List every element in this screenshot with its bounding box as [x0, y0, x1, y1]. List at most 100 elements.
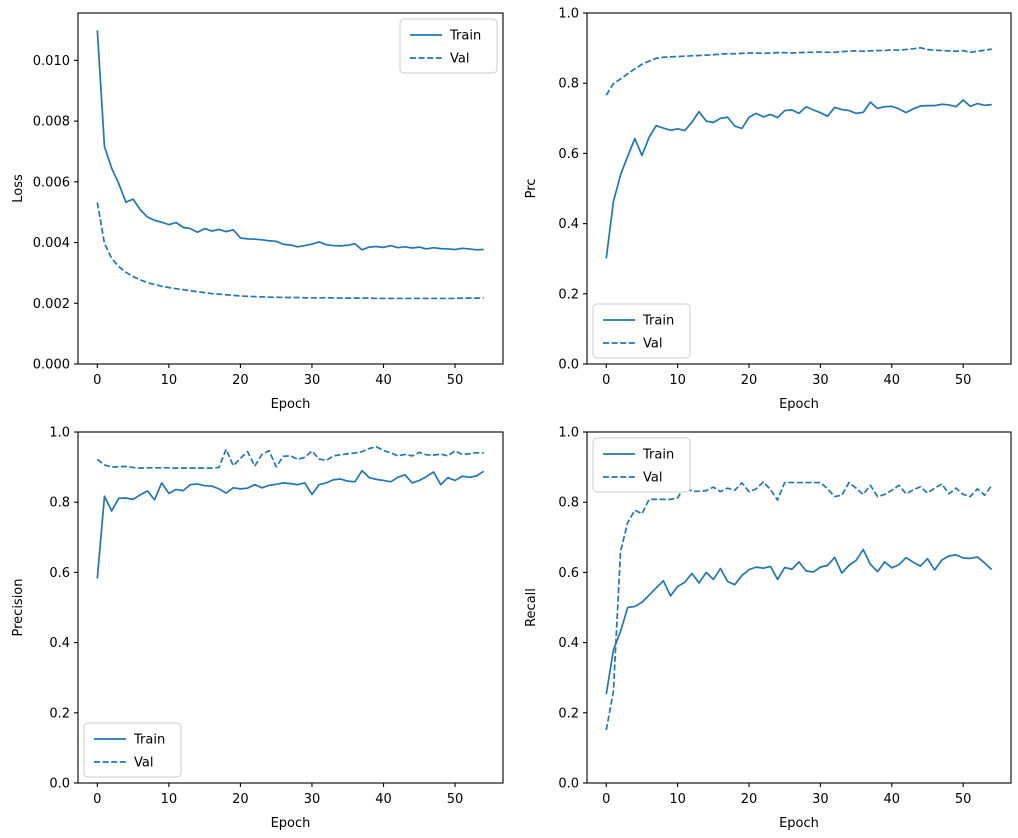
legend-item-train[interactable]: Train [410, 29, 481, 44]
axes-frame [586, 12, 1012, 365]
x-tick-label: 50 [447, 373, 464, 388]
legend-label: Val [643, 337, 662, 352]
x-tick-label: 30 [812, 373, 829, 388]
precision-chart-canvas: 0 10 20 30 40 50 0.0 0.2 0.4 0.6 0.8 1.0 Epoch Precis… [11, 426, 504, 831]
legend-item-train[interactable]: Train [603, 314, 674, 329]
x-tick-label: 10 [669, 792, 686, 807]
y-tick-label: 0.8 [49, 496, 70, 511]
y-tick-label: 0.8 [558, 496, 579, 511]
axes-frame [586, 431, 1012, 784]
y-axis-label: Recall [524, 588, 539, 627]
legend-item-val[interactable]: Val [410, 52, 469, 67]
series-line-val [96, 202, 484, 300]
y-tick-label: 0.4 [558, 636, 579, 651]
legend[interactable]: Train Val [592, 437, 691, 493]
x-tick-label: 0 [93, 373, 101, 388]
x-tick-label: 10 [161, 373, 178, 388]
prc-chart-canvas: 0 10 20 30 40 50 0.0 0.2 0.4 0.6 0.8 1.0 Epoch Prc Tra… [524, 7, 1012, 412]
series-line-train [96, 469, 485, 579]
y-tick-label: 0.0 [49, 777, 70, 792]
y-tick-label: 1.0 [558, 426, 579, 441]
y-tick-label: 0.010 [33, 54, 70, 69]
x-tick-label: 10 [669, 373, 686, 388]
x-tick-label: 20 [741, 373, 758, 388]
x-axis-label: Epoch [271, 816, 311, 831]
series-line-val [605, 480, 993, 731]
y-tick-label: 0.4 [49, 636, 70, 651]
legend-box [399, 18, 498, 74]
x-tick-label: 30 [304, 373, 321, 388]
y-tick-label: 1.0 [558, 7, 579, 22]
subplot-prc: 0 10 20 30 40 50 0.0 0.2 0.4 0.6 0.8 1.0 Epoch Prc Tra… [509, 0, 1018, 419]
legend-item-train[interactable]: Train [603, 448, 674, 463]
y-tick-label: 0.4 [558, 217, 579, 232]
x-tick-label: 40 [884, 373, 901, 388]
x-tick-label: 20 [741, 792, 758, 807]
legend-label: Train [133, 733, 165, 748]
legend-item-val[interactable]: Val [603, 471, 662, 486]
y-tick-label: 0.8 [558, 77, 579, 92]
series-line-val [96, 445, 484, 470]
y-tick-label: 0.006 [33, 175, 70, 190]
y-tick-label: 0.2 [558, 287, 579, 302]
x-tick-label: 0 [93, 792, 101, 807]
legend[interactable]: Train Val [592, 303, 691, 359]
legend-label: Val [450, 52, 469, 67]
x-tick-label: 50 [447, 792, 464, 807]
y-tick-label: 0.008 [33, 115, 70, 130]
subplot-precision: 0 10 20 30 40 50 0.0 0.2 0.4 0.6 0.8 1.0 Epoch Precis… [0, 419, 509, 838]
y-axis-label: Prc [524, 179, 539, 199]
x-tick-label: 20 [232, 373, 249, 388]
x-tick-label: 50 [955, 373, 972, 388]
legend-box [592, 303, 691, 359]
y-tick-label: 0.2 [558, 706, 579, 721]
subplot-loss: 0 10 20 30 40 50 0.000 0.002 0.004 0.006 0.008 0.01… [0, 0, 509, 419]
legend-label: Train [449, 29, 481, 44]
axes-frame [77, 431, 504, 784]
legend-item-val[interactable]: Val [94, 756, 153, 771]
legend-box [592, 437, 691, 493]
series-line-train [605, 99, 992, 259]
recall-chart-canvas: 0 10 20 30 40 50 0.0 0.2 0.4 0.6 0.8 1.0 Epoch Recall… [524, 426, 1012, 831]
x-axis-label: Epoch [779, 816, 819, 831]
series-line-train [96, 30, 484, 251]
y-tick-label: 0.0 [558, 777, 579, 792]
series-line-train [605, 548, 993, 695]
x-axis-label: Epoch [271, 397, 311, 412]
x-tick-label: 0 [602, 792, 610, 807]
legend-label: Val [643, 471, 662, 486]
x-tick-label: 40 [375, 792, 392, 807]
y-tick-label: 0.6 [558, 566, 579, 581]
legend-box [83, 722, 182, 778]
y-axis-label: Loss [11, 174, 26, 203]
legend[interactable]: Train Val [83, 722, 182, 778]
legend-item-train[interactable]: Train [94, 733, 165, 748]
x-tick-label: 50 [955, 792, 972, 807]
legend[interactable]: Train Val [399, 18, 498, 74]
series-line-val [605, 46, 992, 96]
x-tick-label: 40 [884, 792, 901, 807]
x-tick-label: 0 [602, 373, 610, 388]
legend-item-val[interactable]: Val [603, 337, 662, 352]
y-tick-label: 0.6 [558, 147, 579, 162]
y-tick-label: 0.0 [558, 358, 579, 373]
x-tick-label: 30 [304, 792, 321, 807]
x-tick-label: 20 [232, 792, 249, 807]
y-tick-label: 0.002 [33, 297, 70, 312]
x-tick-label: 30 [812, 792, 829, 807]
x-tick-label: 10 [161, 792, 178, 807]
y-tick-label: 1.0 [49, 426, 70, 441]
loss-chart-canvas: 0 10 20 30 40 50 0.000 0.002 0.004 0.006 0.008 0.01… [11, 12, 504, 412]
y-tick-label: 0.000 [33, 358, 70, 373]
y-tick-label: 0.2 [49, 706, 70, 721]
legend-label: Val [134, 756, 153, 771]
x-tick-label: 40 [375, 373, 392, 388]
y-tick-label: 0.6 [49, 566, 70, 581]
x-axis-label: Epoch [779, 397, 819, 412]
axes-frame [77, 12, 504, 365]
subplot-recall: 0 10 20 30 40 50 0.0 0.2 0.4 0.6 0.8 1.0 Epoch Recall… [509, 419, 1018, 838]
y-axis-label: Precision [11, 578, 26, 636]
legend-label: Train [642, 448, 674, 463]
legend-label: Train [642, 314, 674, 329]
